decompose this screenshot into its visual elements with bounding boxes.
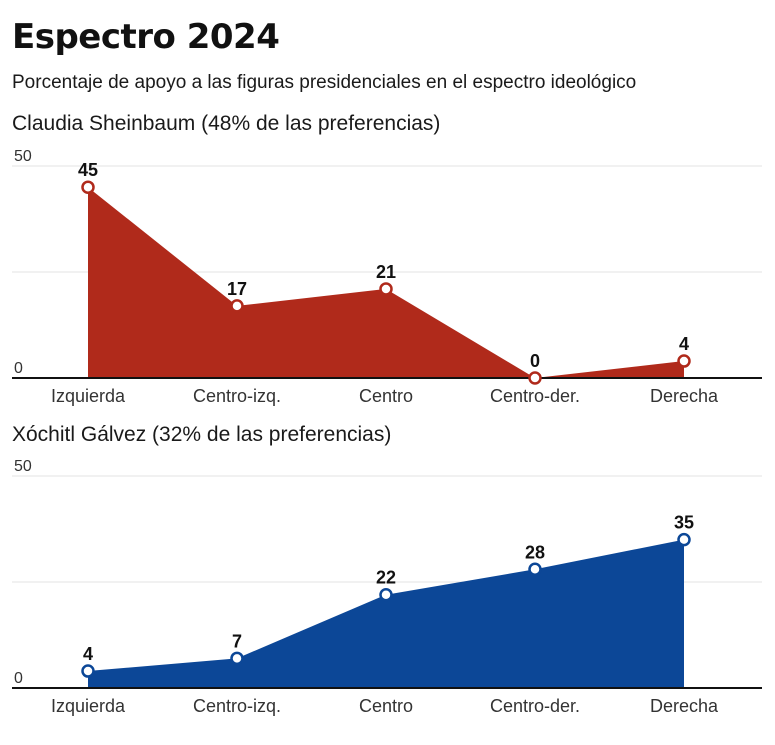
x-category-label: Izquierda [51, 696, 126, 716]
x-category-label: Centro-der. [490, 696, 580, 716]
data-label: 28 [525, 542, 545, 562]
area-chart-galvez: 0 50 4 7 22 28 35 Izquierda Centro-izq. Centro Cen… [12, 458, 762, 716]
data-point-marker [230, 651, 244, 666]
data-label: 45 [78, 160, 98, 180]
data-label: 21 [376, 262, 396, 282]
x-category-label: Derecha [650, 696, 719, 716]
data-label: 7 [232, 631, 242, 651]
data-label: 17 [227, 279, 247, 299]
y-tick-label: 0 [14, 670, 23, 687]
data-point-marker [528, 562, 542, 577]
area-series [88, 187, 684, 378]
x-category-label: Derecha [650, 386, 719, 406]
x-category-label: Centro-izq. [193, 696, 281, 716]
data-point-marker [528, 371, 542, 385]
panel-title-galvez: Xóchitl Gálvez (32% de las preferencias) [12, 423, 392, 446]
data-point-marker [677, 532, 691, 547]
data-point-marker [379, 282, 393, 296]
x-category-label: Izquierda [51, 386, 126, 406]
data-label: 4 [83, 644, 93, 664]
x-category-label: Centro-izq. [193, 386, 281, 406]
data-label: 0 [530, 351, 540, 371]
data-label: 22 [376, 568, 396, 588]
area-chart-sheinbaum: 0 50 45 17 21 0 4 Izquierda Centro-izq. Centro Cen… [12, 148, 762, 406]
x-category-label: Centro [359, 696, 413, 716]
data-label: 4 [679, 334, 689, 354]
chart-subtitle: Porcentaje de apoyo a las figuras presid… [12, 72, 637, 93]
chart-title: Espectro 2024 [12, 17, 280, 57]
y-tick-label: 50 [14, 148, 32, 165]
x-category-label: Centro [359, 386, 413, 406]
data-point-marker [230, 299, 244, 313]
data-point-marker [379, 587, 393, 602]
area-series [88, 539, 684, 688]
data-point-marker [81, 180, 95, 194]
data-label: 35 [674, 513, 694, 533]
x-category-label: Centro-der. [490, 386, 580, 406]
panel-title-sheinbaum: Claudia Sheinbaum (48% de las preferenci… [12, 112, 441, 135]
data-point-marker [677, 354, 691, 368]
data-point-marker [81, 664, 95, 678]
y-tick-label: 0 [14, 360, 23, 377]
y-tick-label: 50 [14, 458, 32, 475]
